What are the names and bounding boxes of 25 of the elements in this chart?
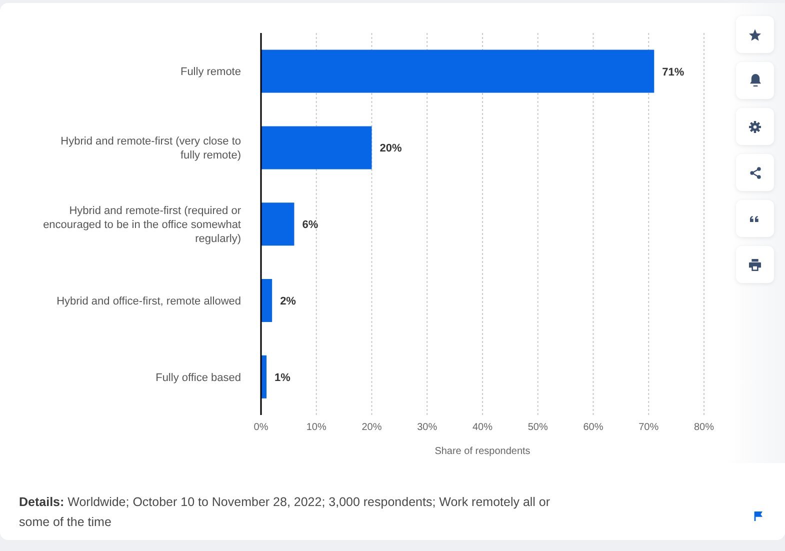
data-label: 6%	[302, 219, 318, 232]
bar	[261, 50, 654, 93]
bar	[261, 126, 372, 170]
x-tick-label: 60%	[583, 422, 604, 434]
y-tick-label: Hybrid and office-first, remote allowed	[56, 295, 241, 308]
x-tick-label: 40%	[472, 422, 493, 434]
data-label: 2%	[280, 296, 296, 308]
text: Details: Worldwide; October 10 to November 28, 2022; 3,000 respondents; Work remotely all or some of the time	[19, 494, 552, 531]
x-tick-label: 10%	[306, 422, 326, 434]
x-tick-label: 80%	[694, 422, 714, 434]
data-label: 1%	[274, 372, 291, 384]
bar	[261, 202, 294, 246]
x-tick-label: 30%	[417, 422, 438, 434]
data-label: 20%	[380, 142, 402, 155]
x-tick-label: 70%	[638, 422, 659, 434]
x-tick-label: 20%	[362, 422, 382, 434]
x-tick-label: 0%	[254, 422, 268, 434]
y-tick-label: Fully remote	[180, 66, 241, 78]
x-tick-label: 50%	[528, 422, 548, 434]
data-label: 71%	[662, 66, 684, 78]
x-axis-title: Share of respondents	[434, 446, 530, 457]
y-tick-label: Hybrid and remote-first (required or encouraged to be in the office somewhat regularly)	[43, 205, 242, 245]
bar	[261, 279, 272, 322]
y-tick-label: Fully office based	[156, 372, 241, 384]
y-tick-label: Hybrid and remote-first (very close to fully remote)	[60, 136, 241, 162]
